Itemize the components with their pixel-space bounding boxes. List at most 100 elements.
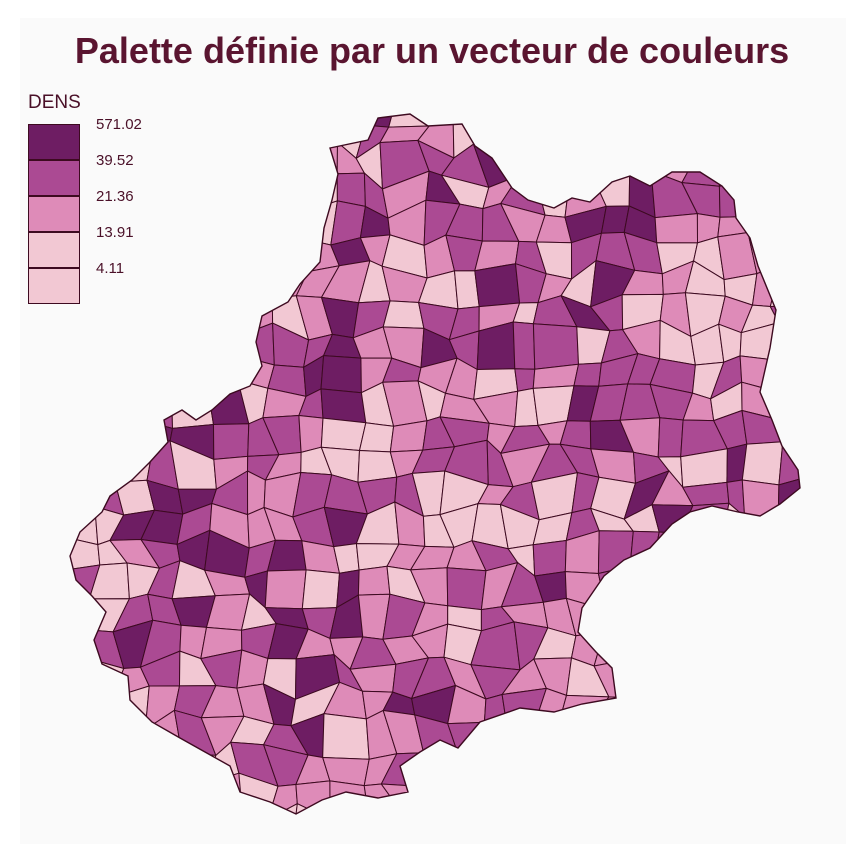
commune-area [747, 215, 786, 233]
commune-area [31, 623, 53, 668]
commune-area [292, 803, 331, 814]
commune-area [145, 769, 187, 808]
legend-swatch [28, 124, 80, 160]
commune-area [565, 741, 608, 791]
commune-area [532, 805, 581, 814]
commune-area [181, 752, 217, 785]
commune-area [782, 420, 800, 454]
commune-area [572, 122, 607, 153]
commune-area [563, 805, 600, 814]
commune-area [27, 779, 67, 807]
commune-area [260, 85, 298, 112]
commune-area [714, 770, 746, 814]
commune-area [111, 685, 150, 730]
commune-area [742, 571, 786, 607]
commune-area [181, 803, 210, 814]
commune-area [801, 560, 846, 604]
commune-area [70, 330, 98, 364]
commune-area [563, 782, 608, 814]
commune-area [784, 360, 800, 395]
commune-area [141, 298, 186, 333]
commune-area [320, 355, 362, 394]
commune-area [769, 304, 800, 324]
commune-area [711, 533, 758, 579]
commune-area [716, 624, 759, 663]
commune-area [806, 805, 846, 844]
commune-area [295, 780, 331, 814]
commune-area [81, 234, 120, 265]
commune-area [476, 114, 515, 121]
commune-area [593, 622, 639, 667]
commune-area [145, 114, 186, 124]
commune-area [209, 245, 248, 278]
commune-area [446, 567, 487, 611]
commune-area [744, 770, 781, 814]
commune-area [358, 804, 397, 814]
commune-area [70, 114, 92, 155]
commune-area [634, 622, 661, 663]
commune-area [810, 238, 839, 272]
commune-area [70, 170, 99, 215]
commune-area [782, 625, 800, 664]
commune-area [231, 261, 273, 299]
commune-area [32, 154, 66, 182]
commune-area [267, 803, 298, 814]
commune-area [505, 775, 550, 814]
commune-area [113, 263, 153, 300]
commune-area [233, 178, 278, 214]
commune-area [70, 470, 99, 518]
commune-area [801, 115, 835, 153]
commune-area [148, 271, 186, 302]
commune-area [259, 114, 299, 157]
commune-area [147, 803, 187, 814]
commune-area [662, 806, 693, 814]
commune-area [507, 807, 549, 814]
commune-area [140, 353, 173, 389]
commune-area [547, 775, 574, 814]
commune-area [40, 296, 65, 330]
commune-area [801, 152, 846, 190]
commune-area [629, 142, 658, 175]
commune-area [801, 603, 848, 639]
commune-area [23, 112, 63, 156]
commune-area [90, 294, 127, 335]
commune-area [33, 516, 69, 544]
legend-label: 4.11 [96, 260, 125, 277]
commune-area [656, 687, 685, 719]
commune-area [770, 500, 800, 549]
commune-area [171, 385, 214, 429]
commune-area [70, 804, 91, 814]
commune-area [116, 387, 151, 424]
commune-area [683, 711, 730, 759]
commune-area [501, 687, 547, 724]
commune-area [631, 114, 660, 131]
commune-area [803, 693, 842, 714]
commune-area [711, 650, 761, 698]
commune-area [276, 153, 305, 189]
commune-area [683, 114, 718, 130]
commune-area [79, 745, 117, 786]
commune-area [33, 471, 68, 517]
commune-area [209, 261, 245, 308]
commune-area [81, 263, 120, 303]
commune-area [170, 275, 217, 308]
commune-area [321, 809, 369, 814]
commune-area [70, 114, 90, 123]
commune-area [22, 239, 66, 276]
commune-area [70, 653, 94, 697]
commune-area [70, 750, 83, 786]
commune-area [772, 230, 800, 272]
commune-area [110, 443, 154, 483]
commune-area [483, 694, 506, 723]
commune-area [207, 143, 247, 181]
commune-area [812, 189, 845, 206]
commune-area [111, 319, 143, 361]
commune-area [803, 714, 843, 750]
commune-area [806, 425, 844, 453]
commune-area [801, 320, 849, 361]
commune-area [631, 713, 663, 758]
commune-area [113, 294, 150, 333]
commune-area [111, 351, 143, 395]
commune-area [36, 203, 66, 243]
